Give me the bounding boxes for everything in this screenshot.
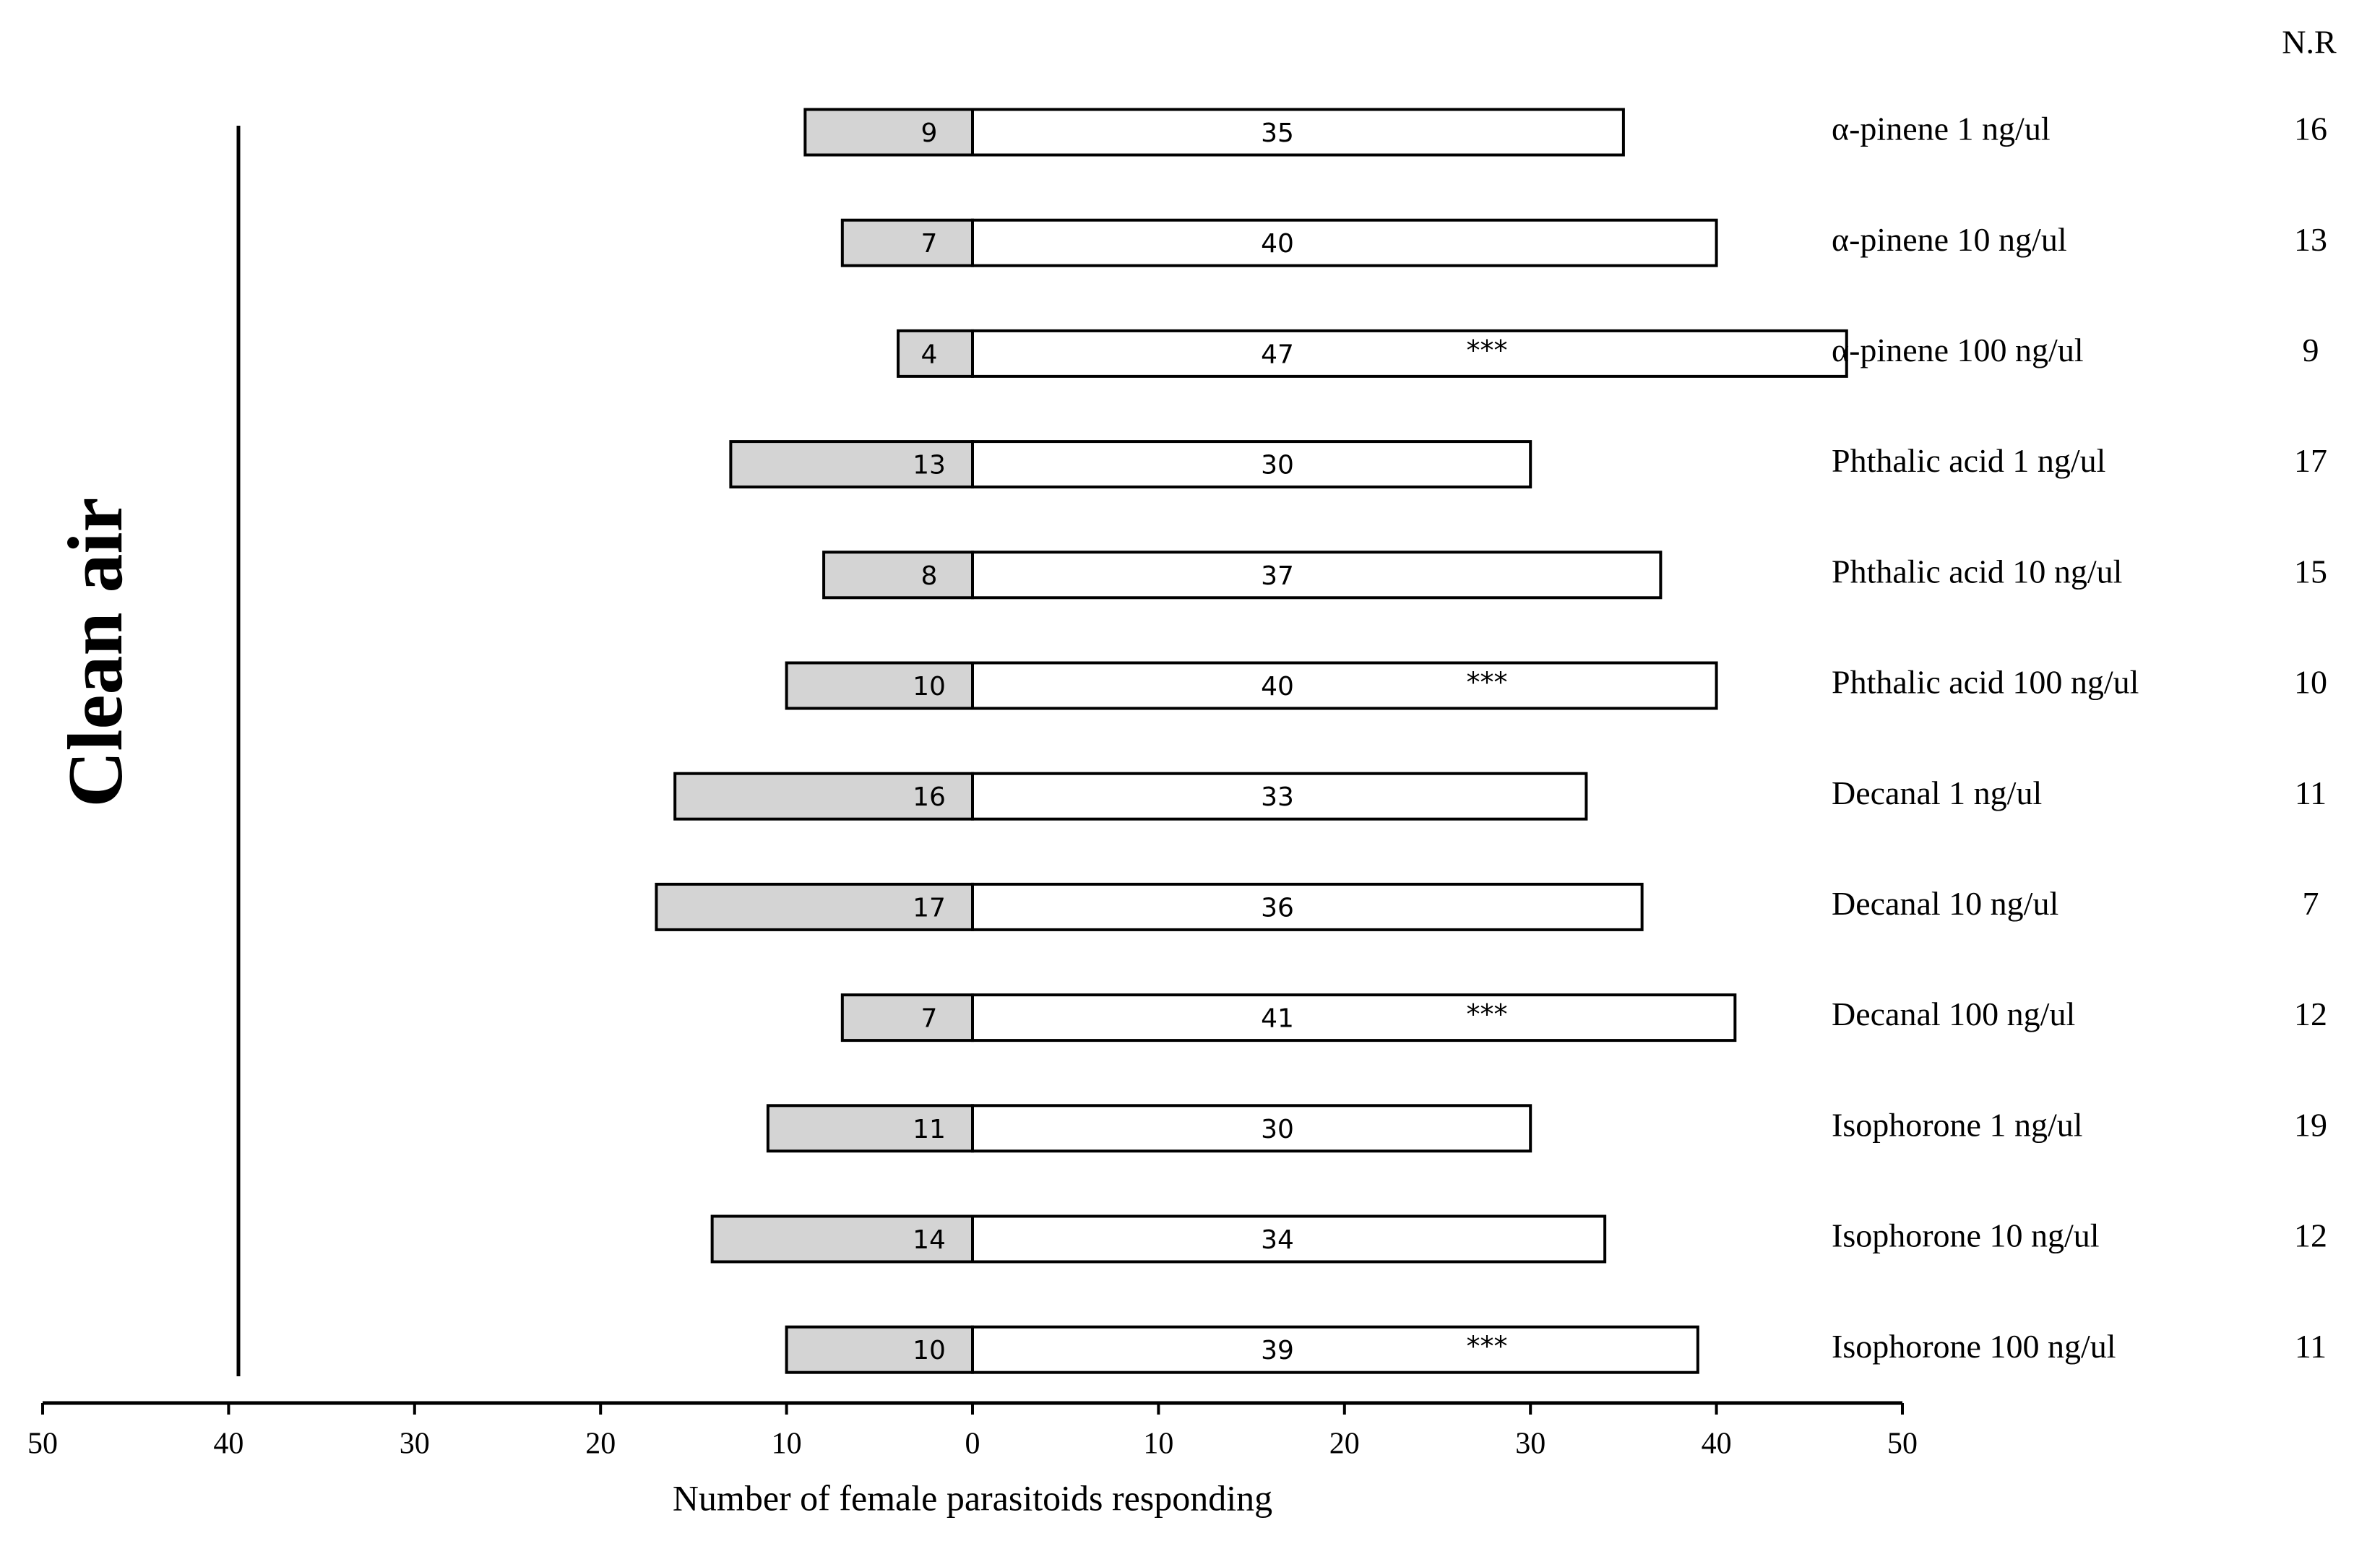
category-label: Phthalic acid 10 ng/ul — [1832, 553, 2122, 590]
bar — [971, 108, 1625, 157]
nr-value: 7 — [2303, 885, 2319, 922]
bar-value-label: 30 — [1261, 451, 1294, 480]
significance-label: *** — [1467, 998, 1508, 1030]
nr-value: 10 — [2294, 664, 2327, 701]
x-tick-label: 40 — [213, 1428, 243, 1461]
bar-value-label: 14 — [913, 1225, 946, 1255]
x-axis-title: Number of female parasitoids responding — [673, 1477, 1272, 1518]
bar-value-label: 11 — [913, 1115, 946, 1144]
bar — [785, 1325, 974, 1374]
bar — [766, 1104, 974, 1153]
bar-value-label: 40 — [1261, 229, 1294, 259]
category-label: Phthalic acid 100 ng/ul — [1832, 664, 2139, 701]
bar — [840, 218, 974, 267]
category-label: α-pinene 100 ng/ul — [1832, 332, 2084, 368]
bar-value-label: 40 — [1261, 672, 1294, 702]
x-tick-label: 10 — [1143, 1428, 1173, 1461]
bar — [971, 993, 1737, 1043]
category-label: Isophorone 10 ng/ul — [1832, 1217, 2100, 1254]
bar-value-label: 41 — [1261, 1004, 1294, 1034]
bar — [840, 993, 974, 1043]
bar-value-label: 37 — [1261, 561, 1294, 591]
significance-label: *** — [1467, 334, 1508, 366]
bar — [785, 661, 974, 710]
bar — [971, 218, 1718, 267]
nr-value: 11 — [2295, 1328, 2327, 1365]
bar — [971, 882, 1644, 931]
nr-value: 9 — [2303, 332, 2319, 368]
bar-value-label: 4 — [921, 340, 938, 369]
bar — [673, 772, 974, 821]
nr-value: 13 — [2294, 221, 2327, 258]
bar-value-label: 10 — [913, 1336, 946, 1365]
category-label: Decanal 10 ng/ul — [1832, 885, 2058, 922]
bar — [971, 440, 1532, 489]
x-tick-label: 50 — [27, 1428, 58, 1461]
nr-value: 12 — [2294, 1217, 2327, 1254]
bar — [971, 661, 1718, 710]
bar — [729, 440, 974, 489]
x-tick-label: 0 — [965, 1428, 980, 1461]
category-label: α-pinene 10 ng/ul — [1832, 221, 2067, 258]
bar — [971, 1104, 1532, 1153]
bar — [971, 1214, 1607, 1264]
bar — [655, 882, 974, 931]
bar — [971, 1325, 1699, 1374]
category-label: Isophorone 1 ng/ul — [1832, 1106, 2083, 1143]
category-label: Isophorone 100 ng/ul — [1832, 1328, 2116, 1365]
x-tick-label: 40 — [1702, 1428, 1732, 1461]
bar-value-label: 7 — [921, 229, 938, 259]
x-tick-label: 20 — [1329, 1428, 1360, 1461]
nr-value: 19 — [2294, 1106, 2327, 1143]
significance-label: *** — [1467, 1331, 1508, 1363]
nr-value: 15 — [2294, 553, 2327, 590]
bar-value-label: 35 — [1261, 118, 1294, 148]
bar — [971, 772, 1588, 821]
x-tick-label: 30 — [400, 1428, 430, 1461]
x-tick-label: 30 — [1515, 1428, 1545, 1461]
bar-value-label: 39 — [1261, 1336, 1294, 1365]
bar — [971, 329, 1848, 378]
nr-value: 11 — [2295, 774, 2327, 811]
bar-value-label: 17 — [913, 893, 946, 923]
category-label: Decanal 100 ng/ul — [1832, 996, 2075, 1032]
x-tick-label: 10 — [772, 1428, 802, 1461]
nr-value: 17 — [2294, 442, 2327, 479]
bar-value-label: 34 — [1261, 1225, 1294, 1255]
bar-value-label: 7 — [921, 1004, 938, 1034]
nr-value: 12 — [2294, 996, 2327, 1032]
bar-value-label: 47 — [1261, 340, 1294, 369]
bar-value-label: 9 — [921, 118, 938, 148]
bar-value-label: 36 — [1261, 893, 1294, 923]
bar-value-label: 10 — [913, 672, 946, 702]
bar — [803, 108, 974, 157]
bar-value-label: 16 — [913, 782, 946, 812]
bar — [971, 551, 1663, 600]
category-label: Decanal 1 ng/ul — [1832, 774, 2042, 811]
category-label: Phthalic acid 1 ng/ul — [1832, 442, 2105, 479]
nr-value: 16 — [2294, 111, 2327, 147]
x-tick-label: 50 — [1887, 1428, 1918, 1461]
bar-value-label: 13 — [913, 451, 946, 480]
x-tick-label: 20 — [585, 1428, 616, 1461]
category-label: α-pinene 1 ng/ul — [1832, 111, 2051, 147]
significance-label: *** — [1467, 667, 1508, 699]
bar-value-label: 8 — [921, 561, 938, 591]
series-label: Clean air — [53, 498, 139, 808]
bar-value-label: 30 — [1261, 1115, 1294, 1144]
bar — [822, 551, 974, 600]
nr-header: N.R — [2282, 24, 2337, 61]
bar-value-label: 33 — [1261, 782, 1294, 812]
